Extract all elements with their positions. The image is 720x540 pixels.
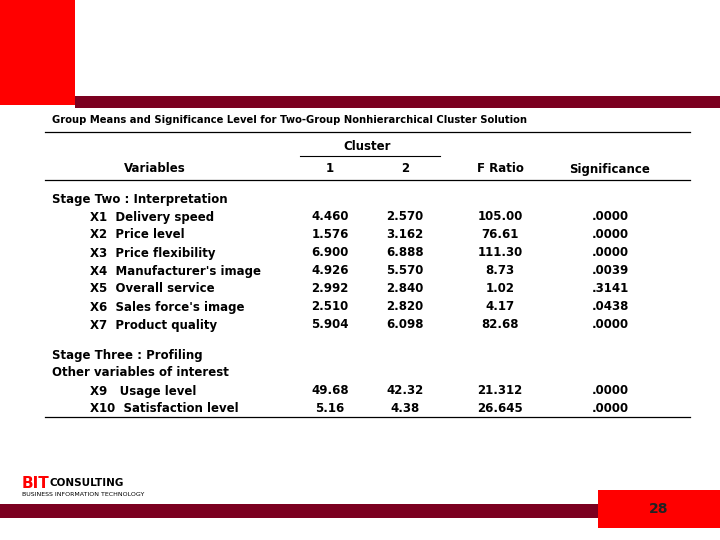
Text: X3  Price flexibility: X3 Price flexibility: [90, 246, 215, 260]
Text: 1.576: 1.576: [311, 228, 348, 241]
Text: X5  Overall service: X5 Overall service: [90, 282, 215, 295]
Text: 2.840: 2.840: [387, 282, 423, 295]
Text: .0000: .0000: [591, 211, 629, 224]
Text: BUSINESS INFORMATION TECHNOLOGY: BUSINESS INFORMATION TECHNOLOGY: [22, 492, 145, 497]
Text: Stage Two : Interpretation: Stage Two : Interpretation: [52, 192, 228, 206]
Text: 4.38: 4.38: [390, 402, 420, 415]
Text: F Ratio: F Ratio: [477, 163, 523, 176]
Text: 2.510: 2.510: [311, 300, 348, 314]
Text: Variables: Variables: [124, 163, 186, 176]
Text: Other variables of interest: Other variables of interest: [52, 367, 229, 380]
Bar: [0, 504, 720, 518]
Text: 42.32: 42.32: [387, 384, 423, 397]
Text: 6.900: 6.900: [311, 246, 348, 260]
Text: 4.926: 4.926: [311, 265, 348, 278]
Text: 5.904: 5.904: [311, 319, 348, 332]
Text: 6.888: 6.888: [386, 246, 424, 260]
Text: .0000: .0000: [591, 246, 629, 260]
Text: 6.098: 6.098: [386, 319, 424, 332]
Text: .0000: .0000: [591, 319, 629, 332]
Text: 21.312: 21.312: [477, 384, 523, 397]
Text: X1  Delivery speed: X1 Delivery speed: [90, 211, 214, 224]
Text: X7  Product quality: X7 Product quality: [90, 319, 217, 332]
Text: 28: 28: [649, 502, 669, 516]
Text: .0000: .0000: [591, 228, 629, 241]
Text: X6  Sales force's image: X6 Sales force's image: [90, 300, 245, 314]
Text: Cluster: Cluster: [343, 140, 391, 153]
Text: 76.61: 76.61: [481, 228, 518, 241]
Text: 2: 2: [401, 163, 409, 176]
Text: 3.162: 3.162: [387, 228, 423, 241]
Text: 2.820: 2.820: [387, 300, 423, 314]
Text: 1: 1: [326, 163, 334, 176]
Bar: [75, 96, 720, 108]
Text: X2  Price level: X2 Price level: [90, 228, 184, 241]
Text: .0039: .0039: [591, 265, 629, 278]
Text: .3141: .3141: [591, 282, 629, 295]
Text: X10  Satisfaction level: X10 Satisfaction level: [90, 402, 238, 415]
Text: CONSULTING: CONSULTING: [50, 478, 125, 488]
Text: 4.17: 4.17: [485, 300, 515, 314]
Text: X4  Manufacturer's image: X4 Manufacturer's image: [90, 265, 261, 278]
Text: Significance: Significance: [570, 163, 650, 176]
Text: .0000: .0000: [591, 384, 629, 397]
Text: 8.73: 8.73: [485, 265, 515, 278]
Text: 5.570: 5.570: [387, 265, 423, 278]
Text: X9   Usage level: X9 Usage level: [90, 384, 197, 397]
Text: 49.68: 49.68: [311, 384, 348, 397]
Text: 4.460: 4.460: [311, 211, 348, 224]
Text: BIT: BIT: [22, 476, 50, 490]
Text: 82.68: 82.68: [481, 319, 518, 332]
Text: 2.992: 2.992: [311, 282, 348, 295]
Text: .0000: .0000: [591, 402, 629, 415]
Bar: [598, 490, 720, 528]
Text: 105.00: 105.00: [477, 211, 523, 224]
Text: 2.570: 2.570: [387, 211, 423, 224]
Text: 1.02: 1.02: [485, 282, 515, 295]
Text: .0438: .0438: [591, 300, 629, 314]
Text: 111.30: 111.30: [477, 246, 523, 260]
Text: Stage Three : Profiling: Stage Three : Profiling: [52, 348, 202, 361]
Text: 5.16: 5.16: [315, 402, 345, 415]
Text: 26.645: 26.645: [477, 402, 523, 415]
Text: Group Means and Significance Level for Two-Group Nonhierarchical Cluster Solutio: Group Means and Significance Level for T…: [52, 115, 527, 125]
Bar: [0, 0, 75, 105]
